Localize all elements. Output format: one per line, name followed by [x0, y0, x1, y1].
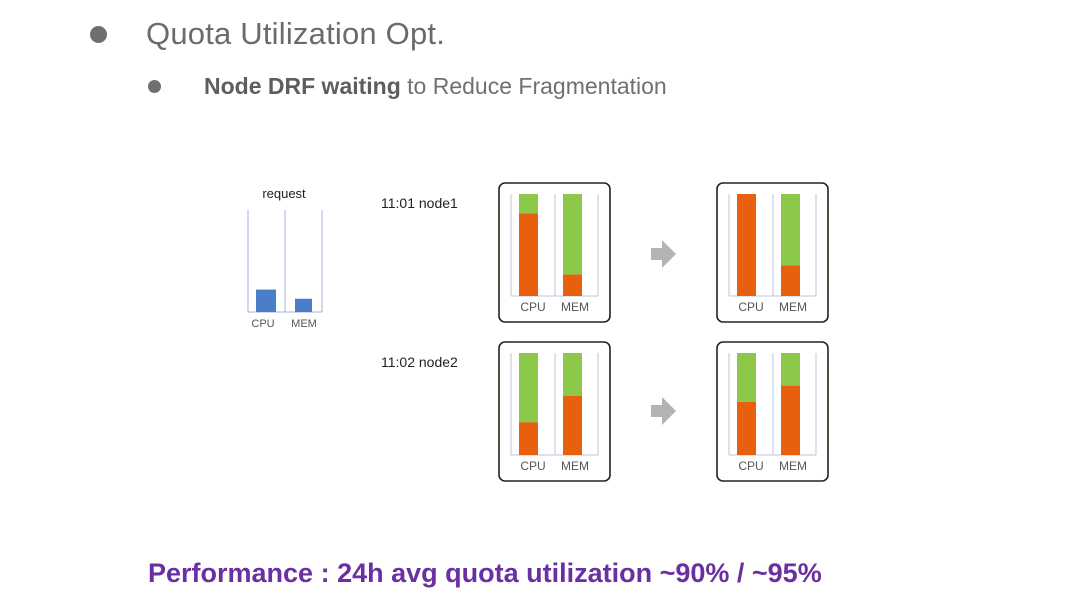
request-chart: request CPU MEM	[247, 186, 323, 330]
node2-before-mem-free-bar	[563, 353, 582, 396]
subtitle-bullet-icon	[148, 80, 161, 93]
node2-after-mem-free-bar	[781, 353, 800, 386]
subtitle-rest-text: to Reduce Fragmentation	[400, 73, 667, 99]
node1-after-mem-used-bar	[781, 265, 800, 296]
node1-arrow-icon	[651, 240, 676, 268]
node1-before-cpu-free-bar	[519, 194, 538, 214]
node2-before-cpu-used-bar	[519, 422, 538, 455]
node1-before-cpu-used-bar	[519, 213, 538, 296]
request-label: request	[262, 186, 306, 201]
node1-before-mem-used-bar	[563, 274, 582, 296]
node2-before-cpu-label: CPU	[520, 459, 545, 473]
node1-after-mem-label: MEM	[779, 300, 807, 314]
request-cpu-label: CPU	[251, 318, 274, 330]
node2-after-mem-used-bar	[781, 385, 800, 455]
node2-after-panel: CPU MEM	[716, 341, 829, 482]
node2-before-mem-used-bar	[563, 395, 582, 455]
request-cpu-bar	[256, 289, 276, 312]
node1-before-cpu-label: CPU	[520, 300, 545, 314]
node2-before-mem-label: MEM	[561, 459, 589, 473]
node2-arrow-icon	[651, 397, 676, 425]
request-mem-bar	[295, 298, 312, 312]
title-bullet-icon	[90, 26, 107, 43]
node2-label: 11:02 node2	[381, 354, 458, 370]
node1-after-mem-free-bar	[781, 194, 800, 266]
node1-after-cpu-label: CPU	[738, 300, 763, 314]
node1-before-mem-free-bar	[563, 194, 582, 275]
node2-after-cpu-label: CPU	[738, 459, 763, 473]
node1-after-panel: CPU MEM	[716, 182, 829, 323]
node1-before-panel: CPU MEM	[498, 182, 611, 323]
node2-before-panel: CPU MEM	[498, 341, 611, 482]
node2-after-cpu-free-bar	[737, 353, 756, 402]
node1-after-cpu-used-bar	[737, 194, 756, 296]
node2-before-cpu-free-bar	[519, 353, 538, 423]
node2-after-cpu-used-bar	[737, 401, 756, 455]
slide-title: Quota Utilization Opt.	[146, 16, 446, 51]
performance-summary: Performance : 24h avg quota utilization …	[148, 558, 822, 588]
request-mem-label: MEM	[291, 318, 317, 330]
node1-before-mem-label: MEM	[561, 300, 589, 314]
slide-subtitle: Node DRF waiting to Reduce Fragmentation	[204, 73, 667, 100]
node2-after-mem-label: MEM	[779, 459, 807, 473]
node1-label: 11:01 node1	[381, 195, 458, 211]
subtitle-bold-text: Node DRF waiting	[204, 73, 401, 99]
